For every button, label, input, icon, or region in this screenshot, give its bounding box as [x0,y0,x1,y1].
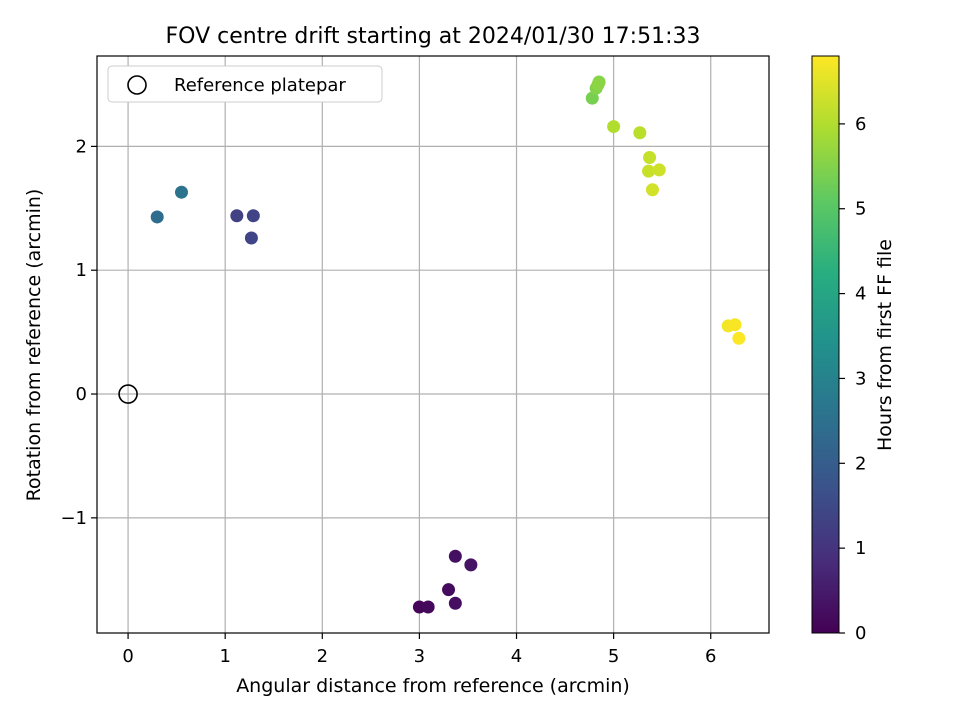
x-tick-label: 3 [414,646,425,667]
y-axis-label: Rotation from reference (arcmin) [23,189,45,502]
plot-frame [96,55,770,634]
legend-reference-marker [127,75,147,95]
data-point [607,120,621,134]
data-point [645,183,659,197]
x-tick-label: 1 [219,646,230,667]
y-axis-ticks: −1 0 1 2 [60,136,97,529]
colorbar-tick-label: 2 [855,453,866,474]
data-point [591,77,605,91]
data-point [246,209,260,223]
x-tick-label: 6 [705,646,716,667]
y-tick-label: 2 [76,136,87,157]
x-axis-ticks: 0 1 2 3 4 5 6 [122,633,716,667]
data-point [421,600,435,614]
colorbar-tick-label: 1 [855,538,866,559]
data-point [464,558,478,572]
x-tick-label: 4 [511,646,522,667]
data-points [150,75,746,614]
x-tick-label: 5 [608,646,619,667]
data-point [230,209,244,223]
colorbar-tick-label: 5 [855,199,866,220]
legend: Reference platepar [107,65,383,103]
legend-label: Reference platepar [174,75,346,96]
x-tick-label: 0 [122,646,133,667]
colorbar-tick-label: 6 [855,114,866,135]
colorbar [811,55,840,634]
data-point [150,210,164,224]
legend-box [107,65,383,103]
data-point [732,331,746,345]
colorbar-tick-label: 0 [855,623,866,644]
data-point [642,164,656,178]
colorbar-tick-label: 4 [855,284,866,305]
data-point [633,126,647,140]
x-axis-label: Angular distance from reference (arcmin) [236,675,630,697]
grid [97,56,769,633]
y-tick-label: 0 [76,384,87,405]
data-point [244,231,258,245]
colorbar-label: Hours from first FF file [874,239,896,451]
data-point [652,163,666,177]
y-tick-label: −1 [60,508,87,529]
y-tick-label: 1 [76,260,87,281]
data-point [448,549,462,563]
colorbar-tick-label: 3 [855,368,866,389]
chart-title: FOV centre drift starting at 2024/01/30 … [166,24,701,49]
data-point [448,596,462,610]
x-tick-label: 2 [317,646,328,667]
data-point [174,185,188,199]
data-point [442,583,456,597]
data-point [728,318,742,332]
colorbar-ticks: 0 1 2 3 4 5 6 [839,114,866,644]
reference-platepar-marker [118,384,138,404]
data-point [643,151,657,165]
data-point [585,91,599,105]
